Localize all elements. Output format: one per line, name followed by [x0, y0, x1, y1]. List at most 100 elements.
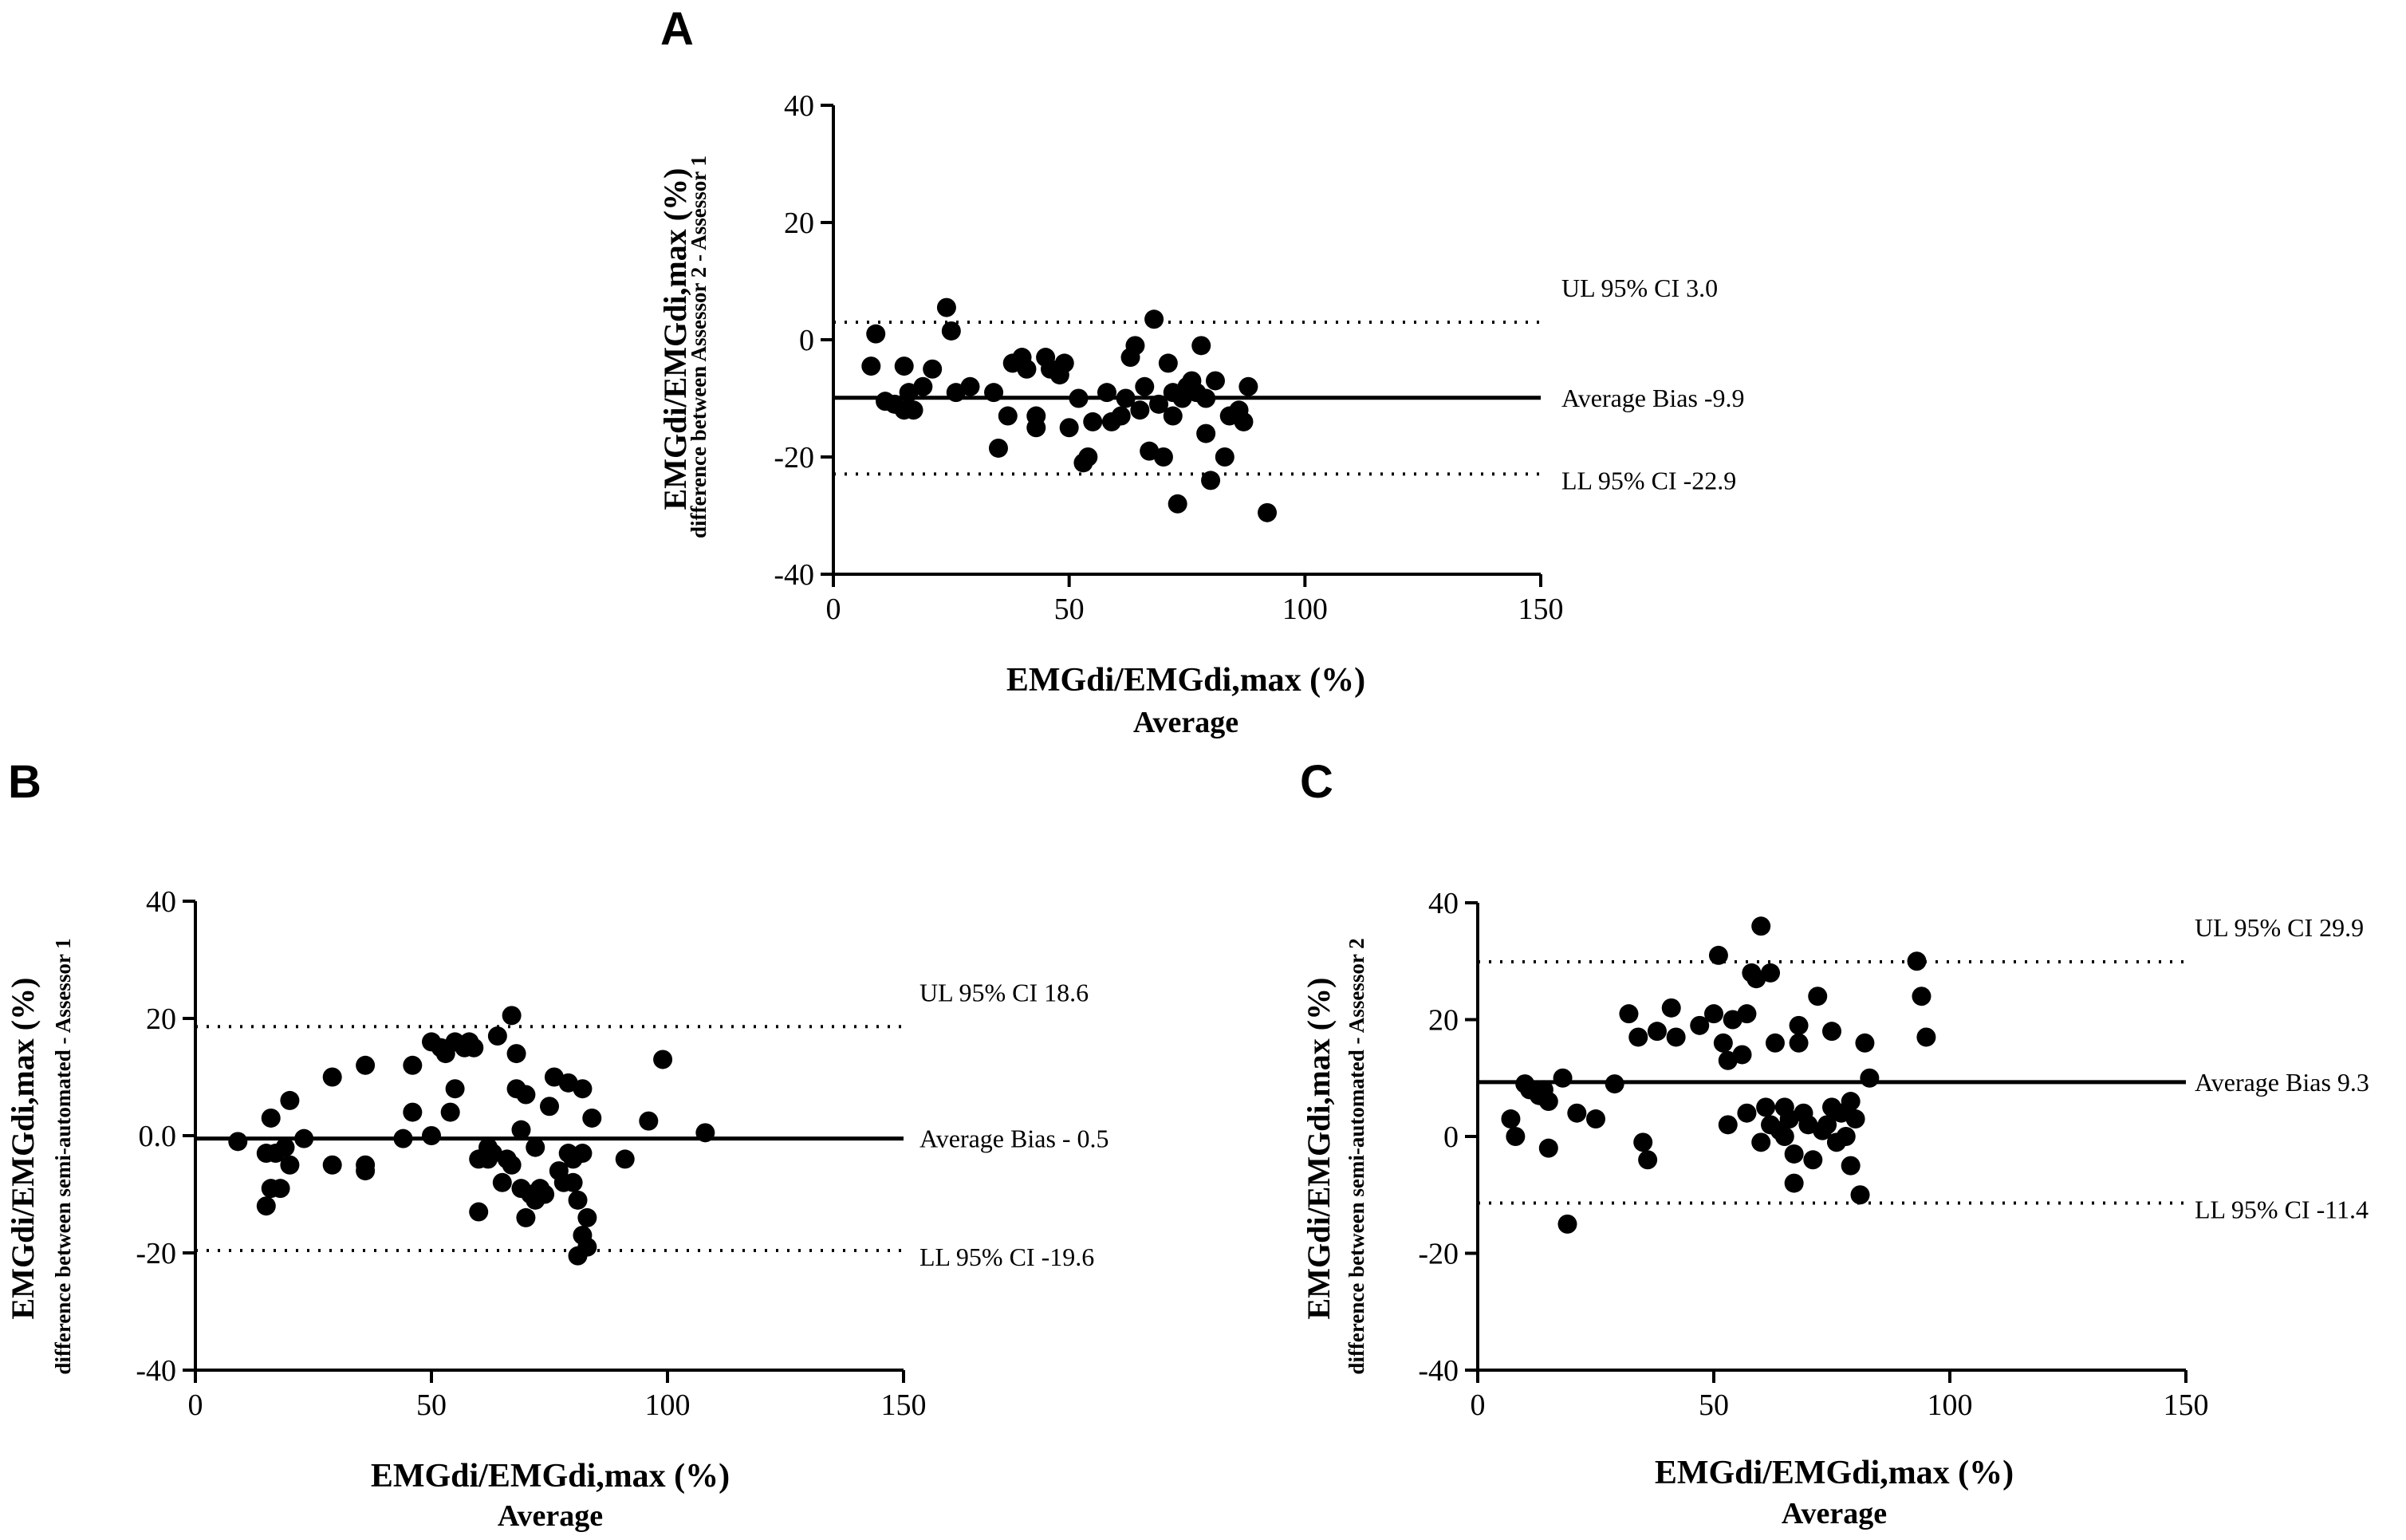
panel-a-data-point: [866, 324, 886, 344]
panel-a-data-point: [1111, 406, 1131, 426]
panel-b-x-tick-label: 150: [881, 1388, 927, 1422]
panel-c-data-point: [1638, 1150, 1658, 1170]
panel-b-data-point: [639, 1111, 659, 1131]
panel-b-data-point: [582, 1108, 602, 1128]
panel-c-data-point: [1718, 1115, 1738, 1135]
panel-a-data-point: [1205, 371, 1225, 391]
panel-b-data-point: [563, 1172, 583, 1192]
panel-c-bias-label: Average Bias 9.3: [2195, 1068, 2369, 1097]
panel-b-y-tick-label: 40: [146, 885, 176, 919]
panel-b-data-point: [403, 1102, 423, 1122]
panel-b-data-point: [506, 1044, 526, 1064]
panel-b-data-point: [464, 1038, 484, 1058]
panel-a-y-tick-label: 20: [784, 207, 814, 240]
panel-c-y-axis-label: EMGdi/EMGdi,max (%): [1301, 978, 1337, 1320]
panel-a-y-tick-label: 40: [784, 89, 814, 123]
panel-b-y-tick-label: 0.0: [139, 1120, 177, 1153]
panel-a-data-point: [998, 406, 1018, 426]
panel-b-data-point: [322, 1155, 342, 1175]
panel-a-x-axis-label: EMGdi/EMGdi,max (%): [1006, 662, 1365, 699]
panel-b-data-point: [568, 1190, 588, 1210]
panel-c-data-point: [1506, 1127, 1526, 1146]
panel-c-data-point: [1751, 1132, 1771, 1152]
panel-c-data-point: [1501, 1109, 1521, 1129]
panel-c-data-point: [1817, 1115, 1837, 1135]
panel-c-data-point: [1803, 1150, 1823, 1170]
panel-b: B -40 -20 0.0 20 40 0 50 100 150 UL 95% CI 18.6 Av…: [5, 756, 1109, 1533]
panel-c-lower-limit-label: LL 95% CI -11.4: [2195, 1195, 2369, 1224]
panel-c-data-point: [1836, 1127, 1856, 1146]
panel-a-data-point: [1163, 406, 1183, 426]
panel-a-data-point: [1153, 447, 1173, 467]
panel-a-data-point: [1078, 447, 1098, 467]
panel-a-data-point: [904, 400, 923, 420]
panel-c-x-axis-label: EMGdi/EMGdi,max (%): [1655, 1455, 2014, 1491]
panel-c-data-point: [1850, 1185, 1870, 1205]
panel-a-data-point: [1258, 502, 1278, 522]
panel-b-plot-area: -40 -20 0.0 20 40 0 50 100 150 UL 95% CI 18.6 Aver…: [136, 885, 1108, 1422]
panel-a-data-point: [1083, 412, 1103, 431]
panel-b-data-point: [653, 1050, 673, 1069]
panel-c-data-point: [1538, 1138, 1558, 1158]
panel-c-data-point: [1633, 1132, 1653, 1152]
panel-b-data-point: [280, 1090, 300, 1110]
panel-a-y-axis-label: EMGdi/EMGdi,max (%): [657, 168, 693, 510]
panel-c-data-point: [1647, 1022, 1667, 1042]
panel-b-data-point: [393, 1128, 413, 1148]
panel-a-data-point: [861, 356, 881, 376]
panel-a-data-point: [984, 383, 1004, 403]
panel-a-data-point: [1097, 383, 1116, 403]
panel-a-data-point: [1059, 418, 1079, 438]
panel-a-x-tick-label: 0: [826, 593, 841, 626]
panel-b-y-axis-label: EMGdi/EMGdi,max (%): [5, 978, 41, 1320]
panel-c-x-tick-label: 50: [1699, 1388, 1729, 1422]
panel-c-data-point: [1690, 1015, 1710, 1035]
panel-a-data-point: [1191, 336, 1211, 356]
panel-c-data-point: [1737, 1103, 1757, 1123]
panel-c-data-point: [1789, 1015, 1809, 1035]
panel-a-plot-area: -40 -20 0 20 40 0 50 100 150 UL 95% CI 3.0 Average…: [774, 89, 1744, 626]
panel-b-x-tick-label: 0: [188, 1388, 203, 1422]
panel-b-data-point: [469, 1202, 489, 1222]
panel-c-data-point: [1916, 1027, 1936, 1047]
panel-b-data-point: [275, 1137, 295, 1157]
panel-b-data-point: [535, 1184, 555, 1204]
panel-c-data-point: [1822, 1022, 1841, 1042]
panel-b-data-point: [256, 1196, 276, 1216]
panel-c-y-axis-sublabel: difference between semi-automated - Asse…: [1345, 938, 1368, 1374]
panel-a-data-point: [1196, 423, 1216, 443]
panel-c-data-point: [1784, 1173, 1804, 1193]
panel-a-data-point: [1234, 412, 1254, 431]
panel-c-data-point: [1628, 1027, 1648, 1047]
panel-c-data-point: [1765, 1033, 1785, 1053]
panel-letter-a: A: [660, 3, 694, 55]
panel-b-data-point: [573, 1079, 593, 1099]
panel-a-x-tick-label: 150: [1518, 593, 1564, 626]
panel-b-data-point: [445, 1079, 465, 1099]
panel-c-data-point: [1784, 1144, 1804, 1164]
panel-c-data-point: [1605, 1074, 1624, 1094]
panel-c-data-point: [1538, 1092, 1558, 1112]
panel-b-data-point: [487, 1026, 507, 1046]
panel-c-data-point: [1761, 963, 1781, 983]
panel-b-data-point: [280, 1155, 300, 1175]
panel-a-data-point: [1168, 494, 1187, 514]
panel-b-bias-label: Average Bias - 0.5: [919, 1124, 1109, 1153]
panel-a-x-tick-label: 100: [1282, 593, 1328, 626]
panel-a-y-axis-sublabel: difference between Assessor 2 - Assessor…: [687, 156, 711, 538]
panel-c-data-point: [1751, 916, 1771, 936]
panel-c-data-point: [1841, 1092, 1861, 1112]
panel-c-data-point: [1737, 1004, 1757, 1024]
panel-c-data-point: [1619, 1004, 1639, 1024]
panel-a-y-tick-label: -20: [774, 441, 814, 475]
panel-c-data-point: [1808, 987, 1828, 1006]
panel-b-data-point: [577, 1207, 597, 1227]
panel-c-data-point: [1841, 1156, 1861, 1176]
panel-c-y-tick-label: -20: [1418, 1238, 1459, 1271]
panel-a-data-point: [941, 321, 961, 341]
panel-c-data-point: [1907, 951, 1927, 971]
panel-b-data-point: [573, 1144, 593, 1164]
panel-a-x-tick-label: 50: [1054, 593, 1085, 626]
panel-c-data-point: [1557, 1214, 1577, 1234]
